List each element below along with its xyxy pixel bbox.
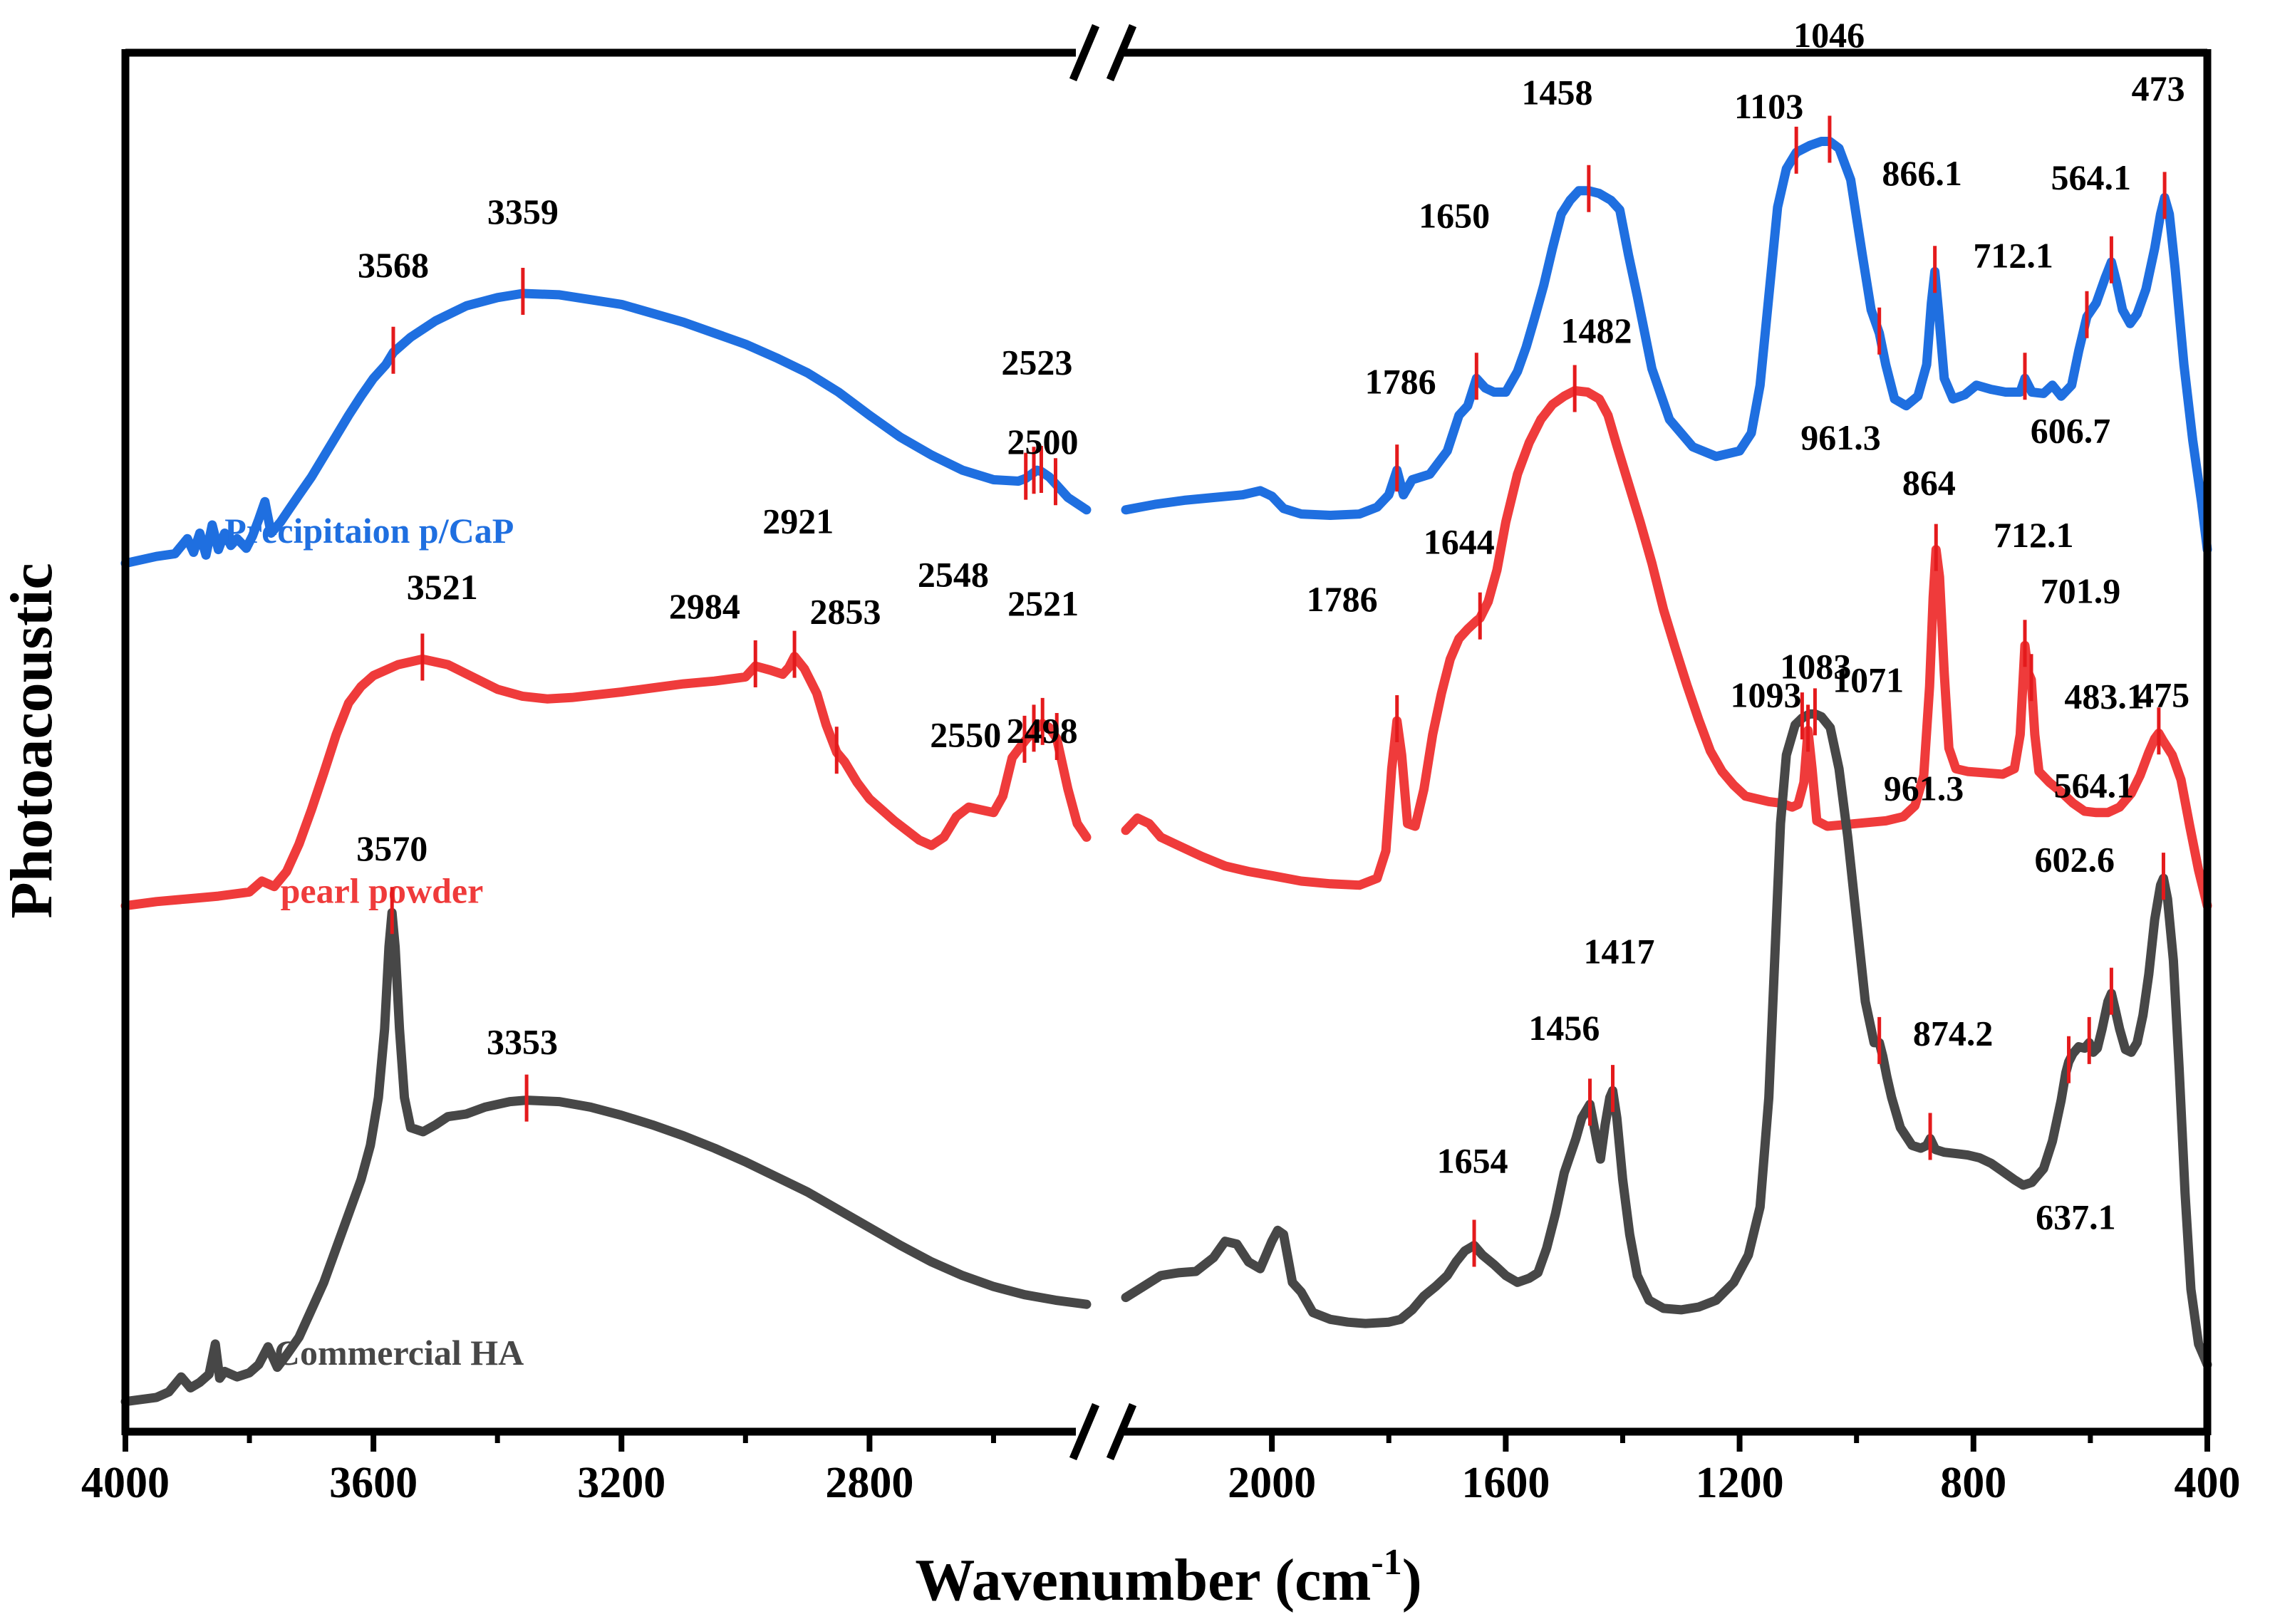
peak-label-564-1: 564.1 (2054, 766, 2135, 806)
tick-label-4000: 4000 (81, 1459, 170, 1507)
peak-label-1456: 1456 (1528, 1008, 1600, 1048)
tick-label-400: 400 (2175, 1459, 2241, 1507)
peak-label-1458: 1458 (1522, 73, 1593, 113)
axis-break-mark-top-1 (1106, 24, 1137, 82)
axis-break-mark-bottom-0 (1069, 1402, 1100, 1461)
peak-label-1071: 1071 (1833, 660, 1904, 700)
axis-break-mark-top-0 (1069, 24, 1100, 82)
axis-break-mark-bottom-1 (1106, 1402, 1137, 1461)
peak-label-3359: 3359 (487, 192, 559, 231)
peak-label-864: 864 (1902, 463, 1956, 503)
peak-label-1103: 1103 (1734, 86, 1803, 126)
series-label-2: Commercial HA (274, 1333, 524, 1373)
peak-label-2548: 2548 (918, 555, 989, 595)
peak-label-2853: 2853 (809, 591, 881, 631)
peak-label-483-1: 483.1 (2064, 677, 2145, 717)
peak-label-874-2: 874.2 (1913, 1014, 1994, 1053)
series-line-commercial-ha (120, 709, 2212, 1407)
peak-label-961-3: 961.3 (1800, 417, 1881, 457)
peak-label-1650: 1650 (1419, 196, 1490, 236)
peak-label-475: 475 (2136, 675, 2189, 715)
peak-label-712-1: 712.1 (1973, 235, 2053, 275)
peak-label-2550: 2550 (930, 715, 1001, 755)
peak-label-1654: 1654 (1437, 1141, 1508, 1181)
tick-label-2800: 2800 (825, 1459, 913, 1507)
tick-label-3600: 3600 (329, 1459, 418, 1507)
tick-label-1600: 1600 (1461, 1459, 1550, 1507)
peak-label-1046: 1046 (1793, 15, 1865, 55)
peak-label-1083: 1083 (1780, 646, 1851, 686)
peak-label-701-9: 701.9 (2041, 571, 2121, 611)
peak-label-3353: 3353 (487, 1021, 558, 1061)
series-label-1: pearl powder (281, 871, 484, 911)
x-axis-title-superscript: -1 (1371, 1542, 1401, 1583)
peak-label-473: 473 (2132, 68, 2185, 108)
y-axis-title: Photoacoustic (0, 563, 65, 918)
peak-label-3521: 3521 (407, 567, 478, 607)
peak-label-1417: 1417 (1584, 931, 1655, 971)
peak-label-1786: 1786 (1307, 579, 1378, 619)
x-axis-title: Wavenumber (cm-1) (915, 1542, 1421, 1613)
x-axis-ticks: 4000 3600 3200 2800 2000 1600 1200 800 400 (81, 1432, 2241, 1507)
peak-label-1482: 1482 (1561, 311, 1632, 350)
peak-label-712-1: 712.1 (1994, 515, 2074, 555)
peak-label-1786: 1786 (1365, 361, 1436, 401)
peak-label-564-1: 564.1 (2051, 157, 2131, 197)
peak-label-layer: 3568 3359 2523 2500 2548 1786 1650 1458 1103 1046… (356, 15, 2189, 1237)
series-layer: Precipitaion p/CaP pearl powder Commercial… (120, 137, 2212, 1407)
peak-label-2921: 2921 (762, 501, 834, 541)
peak-label-1644: 1644 (1424, 521, 1495, 561)
peak-label-3568: 3568 (358, 245, 429, 285)
peak-label-2521: 2521 (1007, 583, 1079, 623)
tick-label-2000: 2000 (1228, 1459, 1316, 1507)
peak-label-606-7: 606.7 (2031, 411, 2111, 451)
tick-label-800: 800 (1940, 1459, 2006, 1507)
axes-frame (121, 24, 2212, 1461)
series-label-0: Precipitaion p/CaP (224, 511, 514, 551)
peak-label-1093: 1093 (1730, 675, 1801, 715)
tick-label-1200: 1200 (1696, 1459, 1784, 1507)
x-axis-title-close: ) (1402, 1547, 1422, 1613)
peak-label-2498: 2498 (1007, 711, 1078, 751)
peak-label-2523: 2523 (1001, 342, 1072, 382)
peak-label-637-1: 637.1 (2036, 1197, 2116, 1237)
peak-marker-layer (390, 115, 2167, 1267)
x-axis-title-main: Wavenumber (cm (915, 1547, 1371, 1613)
peak-label-866-1: 866.1 (1882, 153, 1962, 193)
series-line-pearl-powder (120, 386, 2212, 911)
peak-label-3570: 3570 (356, 828, 427, 868)
peak-label-602-6: 602.6 (2034, 840, 2115, 880)
axis-titles: Photoacoustic Wavenumber (cm-1) (0, 563, 1422, 1613)
peak-label-961-3: 961.3 (1884, 769, 1964, 808)
tick-label-3200: 3200 (577, 1459, 665, 1507)
peak-label-2500: 2500 (1007, 422, 1078, 462)
peak-label-2984: 2984 (669, 586, 740, 626)
